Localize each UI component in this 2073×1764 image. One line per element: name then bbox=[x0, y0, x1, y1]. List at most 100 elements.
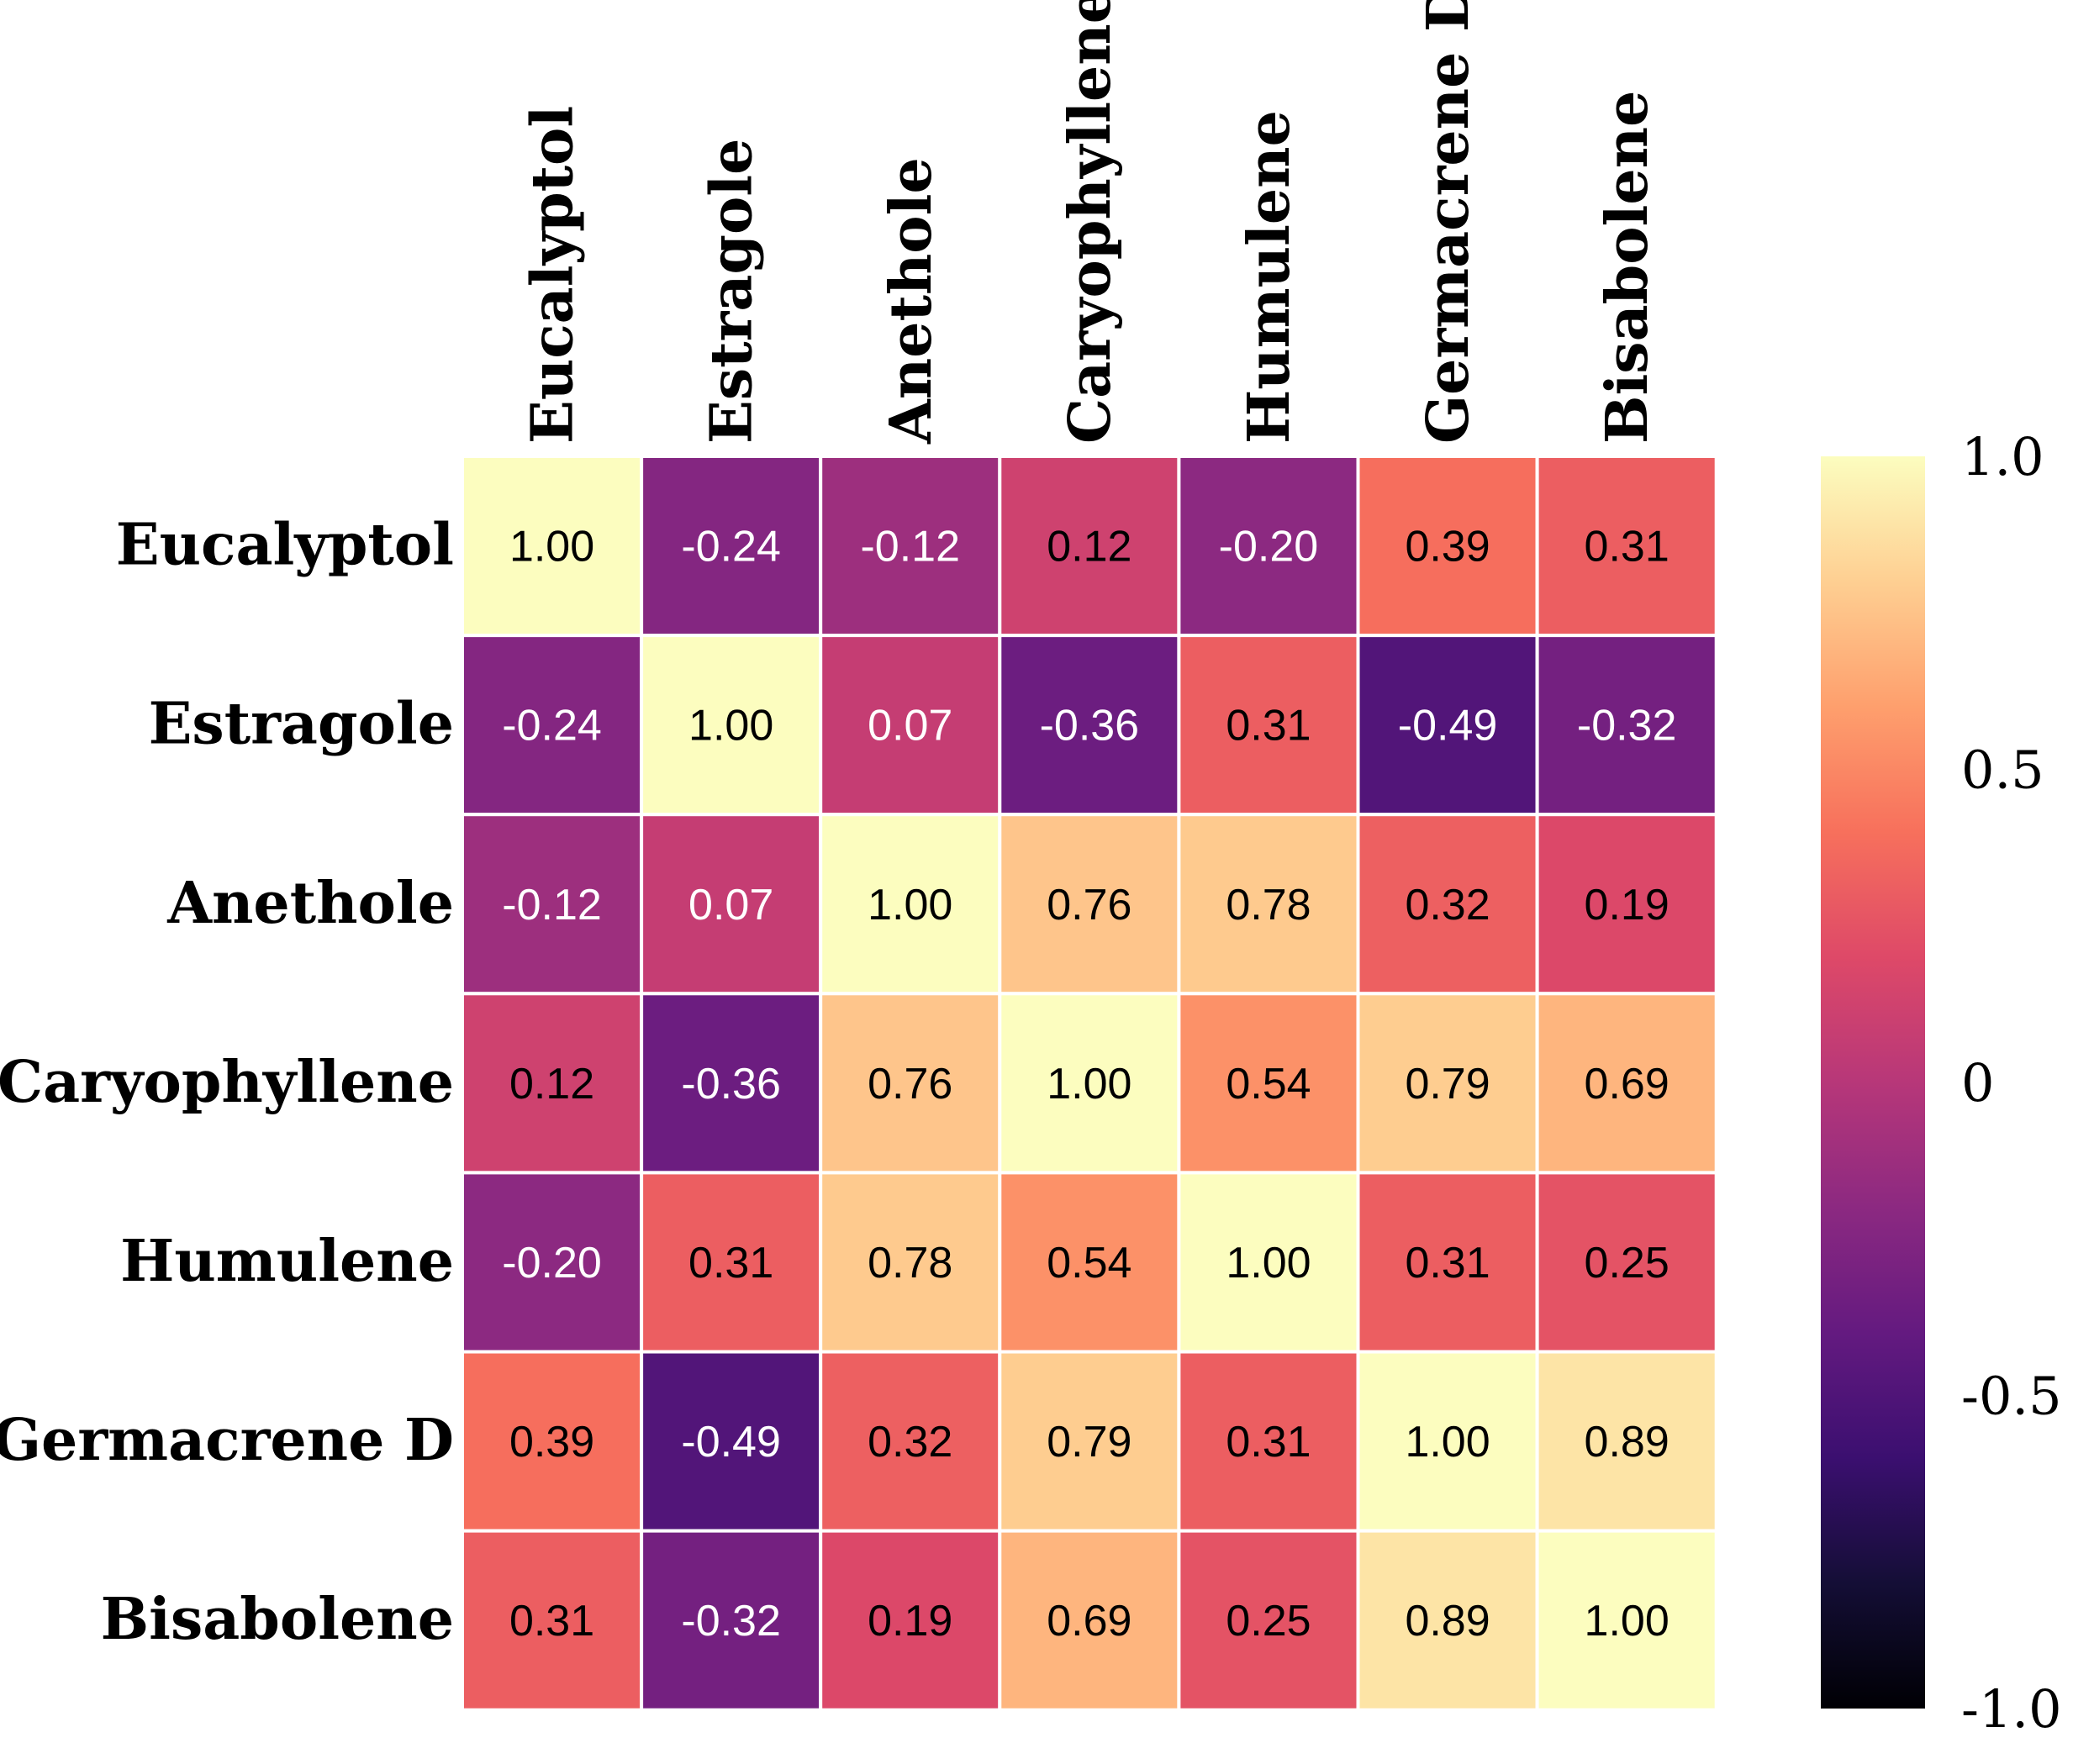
cell-rect bbox=[819, 1529, 1002, 1712]
cell-value: -0.32 bbox=[1577, 702, 1677, 750]
cell-value: -0.24 bbox=[681, 523, 781, 571]
heatmap-cell: 0.39 bbox=[461, 1350, 644, 1533]
heatmap-cell: 0.07 bbox=[819, 634, 1002, 817]
heatmap-cell: 0.32 bbox=[1356, 813, 1539, 996]
cell-rect bbox=[819, 634, 1002, 817]
cell-value: 0.31 bbox=[1585, 523, 1669, 571]
cell-value: 1.00 bbox=[1226, 1239, 1311, 1287]
cell-value: 0.12 bbox=[509, 1060, 594, 1108]
column-label: Germacrene D bbox=[1415, 0, 1482, 444]
heatmap-cell: 0.54 bbox=[998, 1171, 1181, 1354]
cell-value: 0.31 bbox=[1405, 1239, 1490, 1287]
row-label: Estragole bbox=[149, 691, 454, 758]
cell-value: 0.78 bbox=[868, 1239, 952, 1287]
heatmap-cell: 1.00 bbox=[1177, 1171, 1360, 1354]
cell-rect bbox=[640, 455, 823, 638]
colorbar-gradient bbox=[1821, 456, 1925, 1709]
cell-value: 0.25 bbox=[1226, 1597, 1311, 1646]
column-label: Bisabolene bbox=[1594, 91, 1661, 444]
cell-rect bbox=[819, 813, 1002, 996]
heatmap-cells: 1.00 -0.24 -0.12 0.12 -0.20 0.39 0.31 -0.24 1.00… bbox=[461, 455, 1718, 1712]
cell-rect bbox=[640, 1350, 823, 1533]
heatmap-cell: 0.19 bbox=[1535, 813, 1718, 996]
cell-rect bbox=[1177, 813, 1360, 996]
colorbar-tick-label: 0.5 bbox=[1961, 740, 2044, 801]
cell-value: 0.89 bbox=[1405, 1597, 1490, 1646]
cell-rect bbox=[1356, 1529, 1539, 1712]
cell-value: 1.00 bbox=[688, 702, 773, 750]
cell-rect bbox=[1356, 992, 1539, 1175]
cell-value: 0.79 bbox=[1047, 1418, 1131, 1466]
cell-value: -0.20 bbox=[1219, 523, 1319, 571]
heatmap-cell: -0.20 bbox=[461, 1171, 644, 1354]
heatmap-cell: 0.31 bbox=[1177, 634, 1360, 817]
cell-value: -0.12 bbox=[860, 523, 960, 571]
heatmap-cell: -0.32 bbox=[640, 1529, 823, 1712]
cell-value: 0.39 bbox=[509, 1418, 594, 1466]
heatmap-cell: 1.00 bbox=[1356, 1350, 1539, 1533]
heatmap-cell: 0.78 bbox=[1177, 813, 1360, 996]
cell-value: 1.00 bbox=[1585, 1597, 1669, 1646]
heatmap-cell: 0.89 bbox=[1535, 1350, 1718, 1533]
cell-value: -0.12 bbox=[502, 881, 602, 929]
column-label: Anethole bbox=[878, 157, 945, 445]
heatmap-cell: 0.89 bbox=[1356, 1529, 1539, 1712]
colorbar-tick-label: 1.0 bbox=[1961, 426, 2044, 487]
cell-value: 0.69 bbox=[1585, 1060, 1669, 1108]
heatmap-cell: 1.00 bbox=[819, 813, 1002, 996]
cell-rect bbox=[461, 455, 644, 638]
cell-rect bbox=[640, 992, 823, 1175]
heatmap-cell: 0.69 bbox=[998, 1529, 1181, 1712]
cell-value: 0.31 bbox=[1226, 1418, 1311, 1466]
heatmap-cell: -0.36 bbox=[998, 634, 1181, 817]
heatmap-cell: -0.24 bbox=[461, 634, 644, 817]
cell-rect bbox=[819, 1171, 1002, 1354]
cell-rect bbox=[1535, 1529, 1718, 1712]
cell-value: 0.69 bbox=[1047, 1597, 1131, 1646]
cell-rect bbox=[1535, 1350, 1718, 1533]
heatmap-cell: -0.24 bbox=[640, 455, 823, 638]
cell-value: -0.24 bbox=[502, 702, 602, 750]
column-label: Estragole bbox=[699, 139, 766, 444]
cell-value: 1.00 bbox=[1047, 1060, 1131, 1108]
heatmap-cell: 0.32 bbox=[819, 1350, 1002, 1533]
cell-value: -0.49 bbox=[681, 1418, 781, 1466]
cell-rect bbox=[1356, 813, 1539, 996]
cell-rect bbox=[998, 992, 1181, 1175]
cell-rect bbox=[1356, 455, 1539, 638]
cell-rect bbox=[461, 1171, 644, 1354]
heatmap-cell: -0.32 bbox=[1535, 634, 1718, 817]
cell-value: 0.78 bbox=[1226, 881, 1311, 929]
heatmap-cell: -0.49 bbox=[640, 1350, 823, 1533]
cell-rect bbox=[461, 1529, 644, 1712]
heatmap-cell: 0.31 bbox=[1177, 1350, 1360, 1533]
cell-value: -0.36 bbox=[681, 1060, 781, 1108]
heatmap-cell: 0.12 bbox=[998, 455, 1181, 638]
row-label: Eucalyptol bbox=[116, 512, 454, 579]
cell-value: 0.19 bbox=[1585, 881, 1669, 929]
cell-rect bbox=[1177, 1529, 1360, 1712]
cell-value: 1.00 bbox=[1405, 1418, 1490, 1466]
heatmap-cell: -0.49 bbox=[1356, 634, 1539, 817]
cell-value: -0.20 bbox=[502, 1239, 602, 1287]
cell-rect bbox=[998, 1350, 1181, 1533]
cell-rect bbox=[461, 1350, 644, 1533]
heatmap-cell: -0.20 bbox=[1177, 455, 1360, 638]
cell-value: 0.19 bbox=[868, 1597, 952, 1646]
heatmap-cell: 0.79 bbox=[998, 1350, 1181, 1533]
cell-value: 0.76 bbox=[1047, 881, 1131, 929]
heatmap-cell: 0.78 bbox=[819, 1171, 1002, 1354]
colorbar-tick-label: 0 bbox=[1961, 1052, 1994, 1114]
cell-rect bbox=[1535, 992, 1718, 1175]
row-label: Germacrene D bbox=[0, 1407, 454, 1474]
cell-value: 0.54 bbox=[1226, 1060, 1311, 1108]
heatmap-cell: 0.25 bbox=[1535, 1171, 1718, 1354]
cell-rect bbox=[1535, 634, 1718, 817]
heatmap-cell: -0.36 bbox=[640, 992, 823, 1175]
colorbar-tick-label: -1.0 bbox=[1961, 1678, 2062, 1740]
cell-value: -0.36 bbox=[1040, 702, 1140, 750]
cell-value: 1.00 bbox=[509, 523, 594, 571]
cell-value: 0.07 bbox=[688, 881, 773, 929]
cell-rect bbox=[640, 813, 823, 996]
